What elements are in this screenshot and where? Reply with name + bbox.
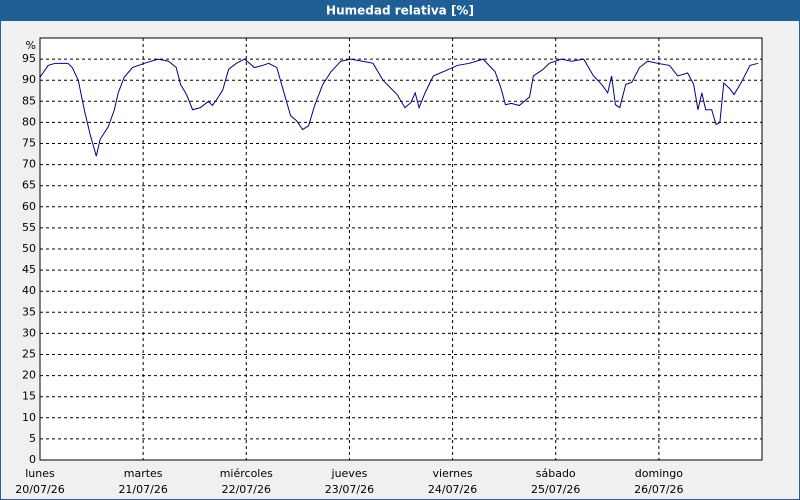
header-bar [0, 0, 800, 21]
x-tick-label: 20/07/26 [15, 483, 64, 496]
x-tick-label: 26/07/26 [634, 483, 683, 496]
y-tick-label: 60 [22, 200, 36, 213]
y-unit-label: % [26, 39, 36, 52]
x-tick-label: 21/07/26 [118, 483, 167, 496]
y-tick-label: 95 [22, 52, 36, 65]
y-tick-label: 0 [29, 453, 36, 466]
y-tick-label: 30 [22, 326, 36, 339]
x-tick-label: 25/07/26 [531, 483, 580, 496]
y-tick-label: 55 [22, 221, 36, 234]
humidity-line [39, 58, 759, 157]
x-tick-label: jueves [331, 467, 368, 480]
y-tick-label: 40 [22, 284, 36, 297]
y-tick-label: 65 [22, 179, 36, 192]
y-tick-label: 20 [22, 369, 36, 382]
x-tick-label: sábado [536, 467, 576, 480]
y-tick-label: 35 [22, 305, 36, 318]
chart-title: Humedad relativa [%] [326, 4, 474, 18]
x-tick-label: martes [124, 467, 163, 480]
x-tick-label: 23/07/26 [325, 483, 374, 496]
y-tick-label: 85 [22, 94, 36, 107]
x-tick-label: domingo [635, 467, 683, 480]
x-tick-label: miércoles [220, 467, 273, 480]
y-tick-label: 75 [22, 137, 36, 150]
y-tick-label: 90 [22, 73, 36, 86]
y-tick-label: 25 [22, 348, 36, 361]
y-tick-label: 80 [22, 115, 36, 128]
y-tick-label: 10 [22, 411, 36, 424]
y-tick-label: 5 [29, 432, 36, 445]
y-tick-label: 70 [22, 158, 36, 171]
y-tick-label: 45 [22, 263, 36, 276]
x-tick-label: 22/07/26 [222, 483, 271, 496]
y-tick-label: 15 [22, 390, 36, 403]
y-tick-label: 50 [22, 242, 36, 255]
x-tick-label: lunes [25, 467, 55, 480]
x-tick-label: viernes [433, 467, 473, 480]
x-tick-label: 24/07/26 [428, 483, 477, 496]
